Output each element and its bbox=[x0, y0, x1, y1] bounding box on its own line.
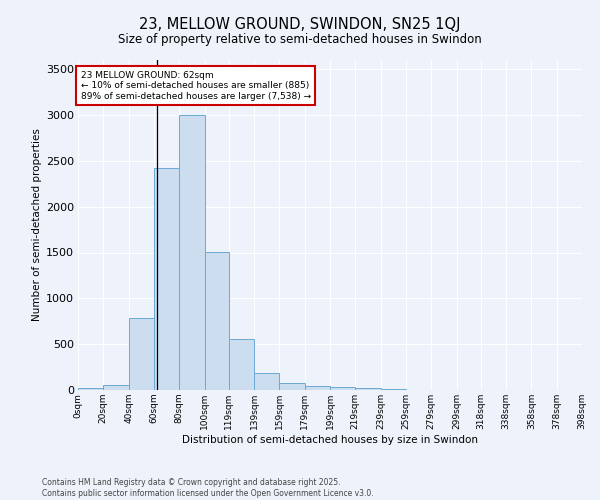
Bar bbox=[205, 252, 229, 390]
Text: Contains HM Land Registry data © Crown copyright and database right 2025.
Contai: Contains HM Land Registry data © Crown c… bbox=[42, 478, 374, 498]
Bar bbox=[305, 386, 330, 390]
Bar bbox=[355, 388, 380, 390]
Bar bbox=[254, 373, 280, 390]
X-axis label: Distribution of semi-detached houses by size in Swindon: Distribution of semi-detached houses by … bbox=[182, 434, 478, 444]
Bar bbox=[128, 318, 154, 390]
Bar bbox=[229, 339, 254, 390]
Text: Size of property relative to semi-detached houses in Swindon: Size of property relative to semi-detach… bbox=[118, 32, 482, 46]
Bar bbox=[78, 388, 103, 390]
Bar bbox=[179, 115, 205, 390]
Y-axis label: Number of semi-detached properties: Number of semi-detached properties bbox=[32, 128, 41, 322]
Text: 23, MELLOW GROUND, SWINDON, SN25 1QJ: 23, MELLOW GROUND, SWINDON, SN25 1QJ bbox=[139, 18, 461, 32]
Bar bbox=[103, 386, 128, 390]
Bar bbox=[154, 168, 179, 390]
Text: 23 MELLOW GROUND: 62sqm
← 10% of semi-detached houses are smaller (885)
89% of s: 23 MELLOW GROUND: 62sqm ← 10% of semi-de… bbox=[80, 71, 311, 101]
Bar bbox=[380, 389, 406, 390]
Bar bbox=[330, 387, 355, 390]
Bar bbox=[280, 383, 305, 390]
